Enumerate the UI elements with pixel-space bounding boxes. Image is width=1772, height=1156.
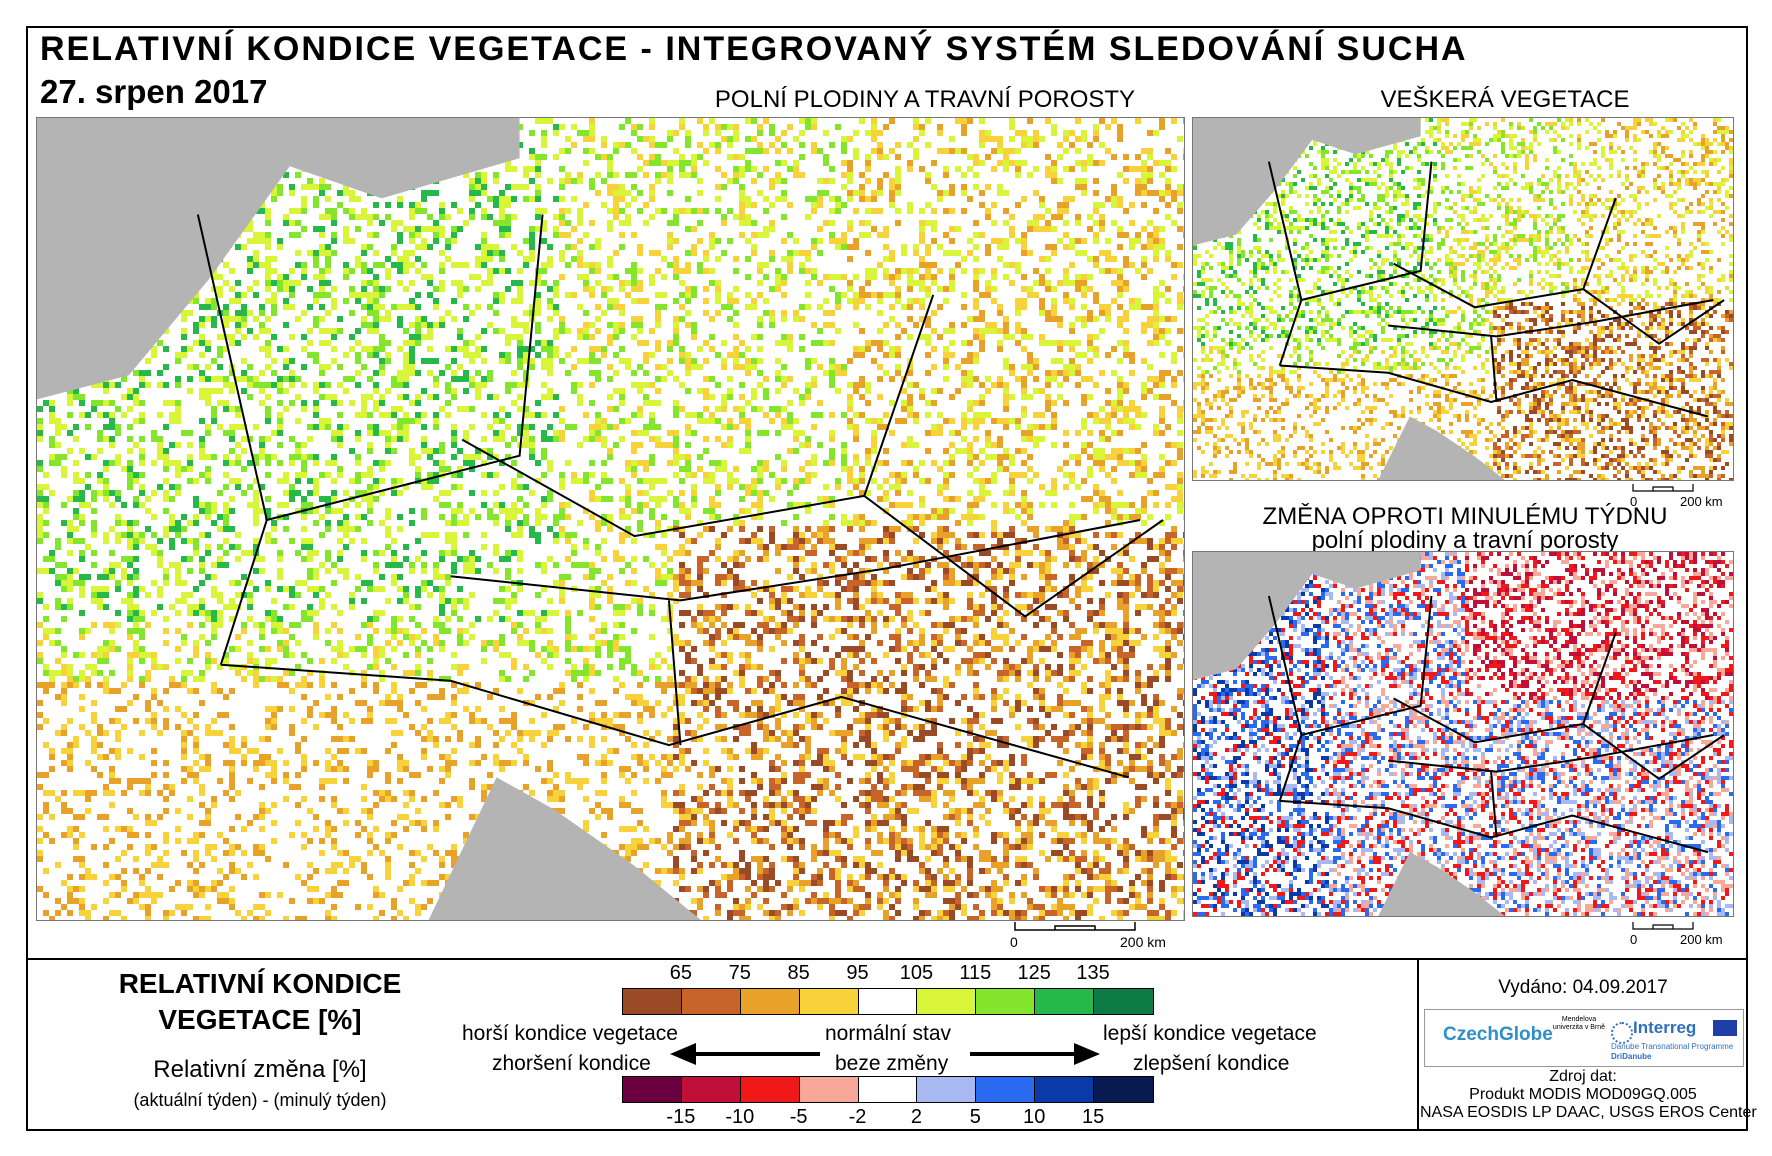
label-improving: zlepšení kondice xyxy=(1133,1052,1289,1076)
czechglobe-logo: CzechGlobe xyxy=(1443,1024,1553,1046)
legend-change-label: Relativní změna [%] xyxy=(80,1056,440,1084)
legend-tick-label: 105 xyxy=(900,962,933,985)
legend-swatch xyxy=(1035,989,1094,1014)
source-label: Zdroj dat: xyxy=(1420,1068,1746,1086)
legend-title-line2: VEGETACE [%] xyxy=(80,1002,440,1038)
source-center: NASA EOSDIS LP DAAC, USGS EROS Center xyxy=(1420,1104,1757,1122)
legend-swatch xyxy=(1094,989,1153,1014)
all-vegetation-title: VEŠKERÁ VEGETACE xyxy=(1370,86,1640,114)
eu-flag-icon xyxy=(1713,1020,1737,1036)
all-veg-scale-bar xyxy=(1630,482,1710,494)
legend-swatch xyxy=(623,1077,682,1102)
legend-title-line1: RELATIVNÍ KONDICE xyxy=(80,966,440,1002)
report-date: 27. srpen 2017 xyxy=(40,73,268,111)
label-worse-condition: horší kondice vegetace xyxy=(462,1022,678,1046)
label-normal-state: normální stav xyxy=(825,1022,951,1046)
change-scale-label: 200 km xyxy=(1680,932,1723,947)
logos-box: CzechGlobe Mendelova univerzita v Brně I… xyxy=(1424,1009,1744,1067)
legend-tick-label: 75 xyxy=(729,962,751,985)
label-no-change: beze změny xyxy=(835,1052,948,1076)
legend-swatch xyxy=(740,1077,800,1102)
interreg-dots-icon xyxy=(1611,1022,1633,1044)
legend-tick-label: 10 xyxy=(1023,1106,1045,1129)
interreg-subtitle-2: DriDanube xyxy=(1611,1052,1651,1061)
change-color-bar xyxy=(622,1076,1154,1103)
change-scale-zero: 0 xyxy=(1630,932,1637,947)
legend-swatch xyxy=(917,1077,977,1102)
divider-horizontal xyxy=(26,958,1748,960)
legend-tick-label: -15 xyxy=(666,1106,695,1129)
legend-swatch xyxy=(1035,1077,1094,1102)
legend-swatch xyxy=(1094,1077,1153,1102)
legend-tick-label: -2 xyxy=(849,1106,867,1129)
legend-swatch xyxy=(681,1077,741,1102)
legend-tick-label: 115 xyxy=(959,962,991,985)
source-product: Produkt MODIS MOD09GQ.005 xyxy=(1420,1086,1746,1104)
legend-change-formula: (aktuální týden) - (minulý týden) xyxy=(80,1090,440,1111)
legend-swatch xyxy=(799,1077,859,1102)
interreg-subtitle: Danube Transnational Programme xyxy=(1611,1042,1733,1051)
left-arrow-icon xyxy=(670,1043,820,1065)
legend-swatch xyxy=(858,989,918,1014)
main-scale-label: 200 km xyxy=(1120,934,1166,950)
interreg-logo: Interreg xyxy=(1633,1018,1696,1038)
main-map-title: POLNÍ PLODINY A TRAVNÍ POROSTY xyxy=(700,86,1150,114)
issued-date: Vydáno: 04.09.2017 xyxy=(1420,977,1746,999)
right-arrow-icon xyxy=(970,1043,1100,1065)
legend-swatch xyxy=(976,1077,1036,1102)
legend-tick-label: 135 xyxy=(1076,962,1109,985)
all-veg-scale-label: 200 km xyxy=(1680,494,1723,509)
legend-tick-label: 125 xyxy=(1018,962,1051,985)
legend-swatch xyxy=(681,989,741,1014)
legend-swatch xyxy=(976,989,1036,1014)
legend-tick-label: 5 xyxy=(970,1106,981,1129)
page-title: RELATIVNÍ KONDICE VEGETACE - INTEGROVANÝ… xyxy=(40,30,1468,69)
outer-frame xyxy=(26,26,1748,1131)
legend-swatch xyxy=(623,989,682,1014)
label-better-condition: lepší kondice vegetace xyxy=(1103,1022,1317,1046)
legend-tick-label: -5 xyxy=(790,1106,808,1129)
change-map-title: ZMĚNA OPROTI MINULÉMU TÝDNU xyxy=(1200,503,1730,531)
change-scale-bar xyxy=(1630,920,1710,932)
legend-swatch xyxy=(917,989,977,1014)
mendel-logo: Mendelova univerzita v Brně xyxy=(1552,1016,1606,1032)
legend-swatch xyxy=(740,989,800,1014)
arrows xyxy=(670,1043,1100,1065)
legend-tick-label: 2 xyxy=(911,1106,922,1129)
legend-tick-label: 85 xyxy=(788,962,810,985)
legend-tick-label: 15 xyxy=(1082,1106,1104,1129)
all-vegetation-map xyxy=(1192,117,1734,481)
all-veg-scale-zero: 0 xyxy=(1630,494,1637,509)
divider-vertical xyxy=(1417,958,1419,1131)
legend-tick-label: -10 xyxy=(725,1106,754,1129)
main-map xyxy=(36,117,1185,921)
legend-swatch xyxy=(799,989,859,1014)
condition-color-bar xyxy=(622,988,1154,1015)
legend-swatch xyxy=(858,1077,918,1102)
label-worsening: zhoršení kondice xyxy=(492,1052,651,1076)
main-scale-zero: 0 xyxy=(1010,934,1018,950)
legend-tick-label: 65 xyxy=(670,962,692,985)
main-scale-bar xyxy=(1010,920,1170,934)
change-map xyxy=(1192,551,1734,917)
change-map-subtitle: polní plodiny a travní porosty xyxy=(1200,527,1730,555)
legend-tick-label: 95 xyxy=(846,962,868,985)
